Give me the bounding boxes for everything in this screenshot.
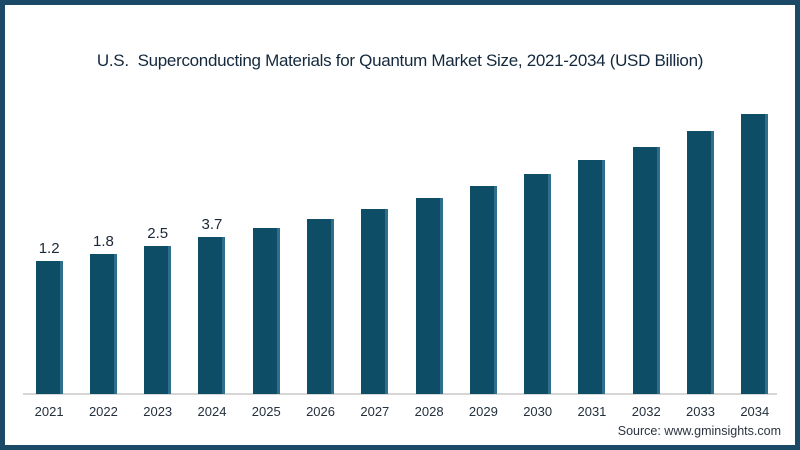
bar-column-2031 <box>565 100 619 394</box>
x-tick-label: 2022 <box>88 404 118 419</box>
x-tick-label: 2034 <box>740 404 770 419</box>
bar-column-2023: 2.5 <box>131 100 185 394</box>
bar-2029 <box>469 186 497 394</box>
bar-2026 <box>307 219 335 394</box>
bar-column-2024: 3.7 <box>185 100 239 394</box>
bar-2033 <box>687 131 715 394</box>
bar-column-2026 <box>293 100 347 394</box>
chart-title: U.S. Superconducting Materials for Quant… <box>96 51 704 70</box>
x-tick-label: 2030 <box>523 404 553 419</box>
bar-column-2032 <box>619 100 673 394</box>
bar-value-label: 2.5 <box>147 225 169 242</box>
x-tick-label: 2029 <box>468 404 498 419</box>
bar-2024 <box>198 237 226 394</box>
bar-2034 <box>741 114 769 394</box>
x-tick-label: 2031 <box>577 404 607 419</box>
bar-2030 <box>524 174 552 394</box>
bar-value-label: 1.2 <box>38 240 60 257</box>
bar-2025 <box>252 228 280 394</box>
bar-2032 <box>632 147 660 394</box>
x-tick-label: 2026 <box>306 404 335 419</box>
bar-column-2021: 1.2 <box>22 100 76 394</box>
x-tick-label: 2021 <box>34 404 64 419</box>
bar-column-2027 <box>348 100 402 394</box>
bar-2028 <box>415 198 443 394</box>
x-tick-label: 2032 <box>631 404 661 419</box>
bar-column-2022: 1.8 <box>76 100 130 394</box>
bar-column-2028 <box>402 100 456 394</box>
bar-column-2025 <box>239 100 293 394</box>
x-tick-label: 2033 <box>686 404 715 419</box>
bar-column-2033 <box>673 100 727 394</box>
bar-2022 <box>89 254 117 394</box>
x-tick-label: 2027 <box>360 404 390 419</box>
bars-row: 1.2 1.8 2.5 3.7 <box>22 100 782 394</box>
x-tick-label: 2025 <box>251 404 281 419</box>
bar-2021 <box>35 261 63 394</box>
x-axis-labels: 2021 2022 2023 2024 2025 2026 2027 2028 2029 2030… <box>22 404 782 419</box>
bar-2023 <box>144 246 172 394</box>
bar-2031 <box>578 160 606 394</box>
x-axis-line <box>23 393 777 395</box>
x-tick-label: 2023 <box>143 404 173 419</box>
bar-column-2034 <box>728 100 782 394</box>
x-tick-label: 2028 <box>414 404 444 419</box>
bar-column-2030 <box>511 100 565 394</box>
bar-value-label: 3.7 <box>201 216 223 233</box>
bar-value-label: 1.8 <box>92 233 114 250</box>
bar-column-2029 <box>456 100 510 394</box>
bar-2027 <box>361 209 389 394</box>
source-credit: Source: www.gminsights.com <box>617 424 781 438</box>
x-tick-label: 2024 <box>197 404 227 419</box>
